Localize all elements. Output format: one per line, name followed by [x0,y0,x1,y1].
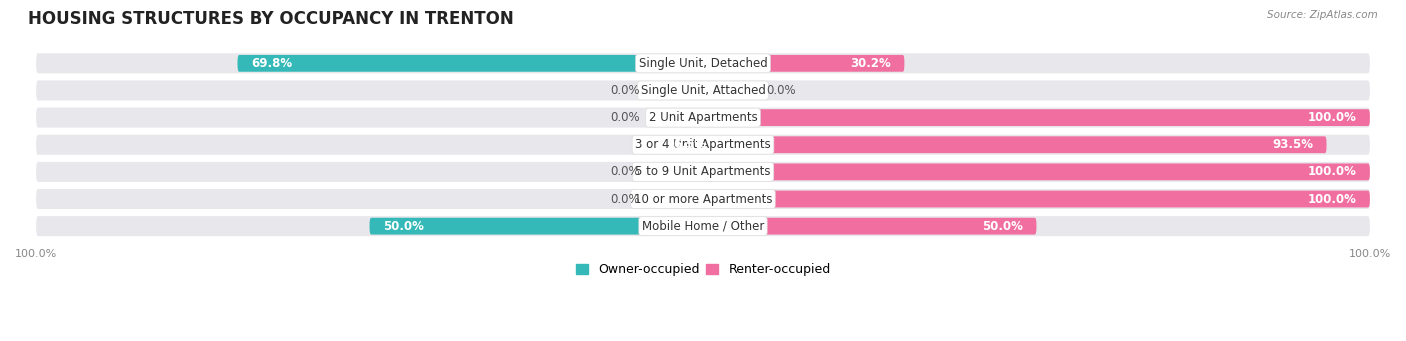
Text: 5 to 9 Unit Apartments: 5 to 9 Unit Apartments [636,165,770,178]
FancyBboxPatch shape [703,163,1369,180]
Text: 30.2%: 30.2% [851,57,891,70]
FancyBboxPatch shape [37,107,1369,128]
Text: 69.8%: 69.8% [250,57,292,70]
FancyBboxPatch shape [37,80,1369,101]
Text: 0.0%: 0.0% [766,84,796,97]
FancyBboxPatch shape [37,135,1369,155]
Text: 0.0%: 0.0% [610,165,640,178]
FancyBboxPatch shape [703,55,904,72]
Text: Mobile Home / Other: Mobile Home / Other [641,220,765,233]
FancyBboxPatch shape [703,136,1326,153]
FancyBboxPatch shape [650,163,703,180]
FancyBboxPatch shape [650,109,703,126]
FancyBboxPatch shape [37,162,1369,182]
FancyBboxPatch shape [37,189,1369,209]
Text: 93.5%: 93.5% [1272,138,1313,151]
Text: 100.0%: 100.0% [1308,165,1357,178]
FancyBboxPatch shape [37,216,1369,236]
FancyBboxPatch shape [703,82,756,99]
Text: 2 Unit Apartments: 2 Unit Apartments [648,111,758,124]
Text: 0.0%: 0.0% [610,111,640,124]
FancyBboxPatch shape [650,82,703,99]
Text: HOUSING STRUCTURES BY OCCUPANCY IN TRENTON: HOUSING STRUCTURES BY OCCUPANCY IN TRENT… [28,10,513,28]
Text: 0.0%: 0.0% [610,193,640,206]
Text: 100.0%: 100.0% [1308,111,1357,124]
FancyBboxPatch shape [703,109,1369,126]
Text: 0.0%: 0.0% [610,84,640,97]
Text: 3 or 4 Unit Apartments: 3 or 4 Unit Apartments [636,138,770,151]
Text: 50.0%: 50.0% [382,220,423,233]
FancyBboxPatch shape [703,191,1369,207]
FancyBboxPatch shape [370,218,703,235]
Text: 100.0%: 100.0% [1308,193,1357,206]
FancyBboxPatch shape [659,136,703,153]
FancyBboxPatch shape [37,53,1369,73]
Text: Single Unit, Attached: Single Unit, Attached [641,84,765,97]
FancyBboxPatch shape [238,55,703,72]
Text: Single Unit, Detached: Single Unit, Detached [638,57,768,70]
Text: Source: ZipAtlas.com: Source: ZipAtlas.com [1267,10,1378,20]
Text: 6.5%: 6.5% [673,138,706,151]
FancyBboxPatch shape [650,191,703,207]
Text: 10 or more Apartments: 10 or more Apartments [634,193,772,206]
Legend: Owner-occupied, Renter-occupied: Owner-occupied, Renter-occupied [571,258,835,281]
FancyBboxPatch shape [703,218,1036,235]
Text: 50.0%: 50.0% [983,220,1024,233]
